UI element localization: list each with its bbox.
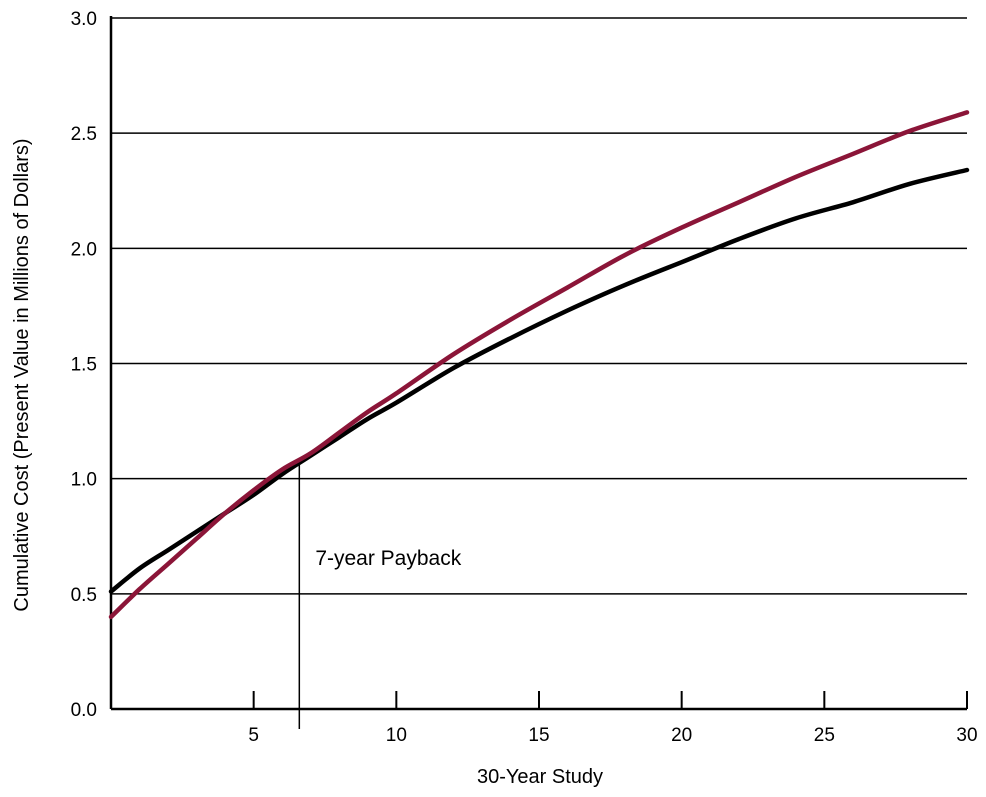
x-tick-label: 25 bbox=[814, 725, 835, 746]
x-tick-label: 10 bbox=[386, 725, 407, 746]
annotations: 7-year Payback bbox=[298, 463, 462, 729]
y-tick-label: 3.0 bbox=[71, 9, 97, 30]
x-tick-label: 5 bbox=[248, 725, 259, 746]
y-tick-label: 1.5 bbox=[71, 355, 97, 376]
y-tick-label: 1.0 bbox=[71, 470, 97, 491]
axes bbox=[109, 16, 967, 711]
ticks: 0.0 0.5 1.0 1.5 2.0 2.5 3.0 5 10 15 20 25 30 bbox=[71, 9, 978, 746]
x-tick-label: 20 bbox=[671, 725, 692, 746]
y-axis-title: Cumulative Cost (Present Value in Millio… bbox=[11, 138, 33, 611]
y-tick-label: 0.5 bbox=[71, 585, 97, 606]
payback-annotation: 7-year Payback bbox=[315, 547, 461, 570]
y-tick-label: 0.0 bbox=[71, 700, 97, 721]
x-axis-title: 30-Year Study bbox=[477, 766, 603, 788]
y-tick-label: 2.5 bbox=[71, 124, 97, 145]
series-line-1 bbox=[108, 167, 970, 594]
series-lines bbox=[108, 110, 970, 620]
x-tick-label: 15 bbox=[528, 725, 549, 746]
series-line-2 bbox=[108, 110, 970, 620]
grid-lines bbox=[111, 17, 967, 595]
y-tick-label: 2.0 bbox=[71, 239, 97, 260]
x-tick-label: 30 bbox=[956, 725, 977, 746]
